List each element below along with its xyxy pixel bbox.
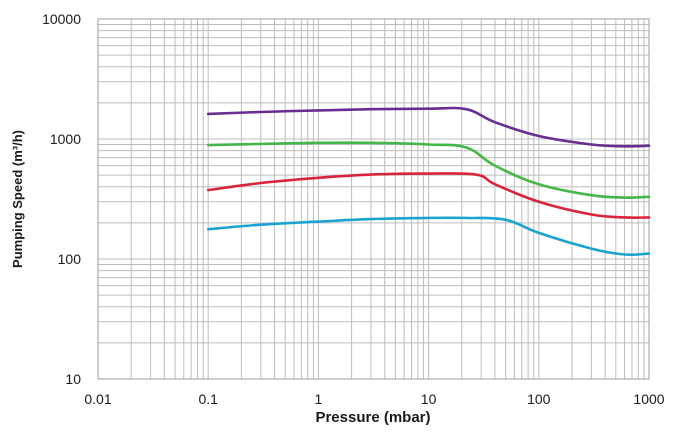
plot-frame — [97, 18, 650, 380]
x-tick-label: 0.01 — [84, 391, 111, 407]
series-line-4 — [206, 216, 651, 257]
series-line-3 — [206, 172, 651, 219]
y-tick-label: 1000 — [50, 131, 81, 147]
x-tick-label: 100 — [527, 391, 551, 407]
x-axis-title: Pressure (mbar) — [315, 409, 430, 426]
y-tick-label: 10 — [65, 371, 81, 387]
y-axis-title: Pumping Speed (m³/h) — [10, 130, 25, 268]
series-line-1 — [206, 106, 651, 148]
x-tick-label: 10 — [421, 391, 437, 407]
x-tick-label: 0.1 — [198, 391, 218, 407]
y-axis-ticks: 10 100 1000 10000 — [42, 11, 81, 387]
y-tick-label: 10000 — [42, 11, 81, 27]
series-line-2 — [206, 141, 651, 199]
series-layer — [206, 106, 651, 257]
y-tick-label: 100 — [58, 251, 82, 267]
x-axis-ticks: 0.01 0.1 1 10 100 1000 — [84, 391, 664, 407]
x-tick-label: 1 — [315, 391, 323, 407]
x-tick-label: 1000 — [633, 391, 664, 407]
chart-grid — [98, 19, 649, 379]
